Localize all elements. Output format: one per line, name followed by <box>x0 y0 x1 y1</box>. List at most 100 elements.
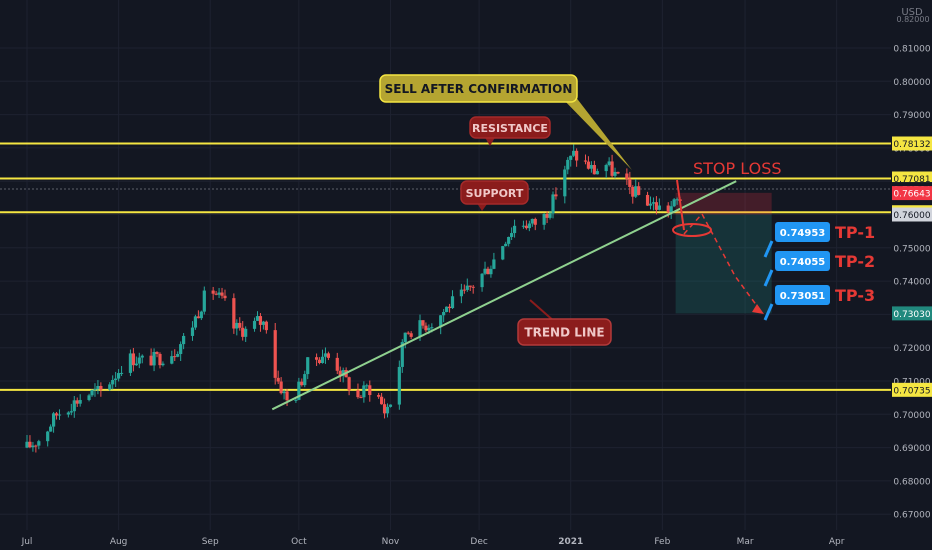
candle-body <box>51 413 56 427</box>
candle-body <box>66 412 70 415</box>
candle-body <box>276 377 280 382</box>
stop-loss-label: STOP LOSS <box>693 159 782 178</box>
candle-body <box>447 306 452 309</box>
target-value: 0.74953 <box>780 228 826 239</box>
candle-body <box>161 363 165 366</box>
horizontal-levels[interactable] <box>0 142 891 391</box>
candle-body <box>294 399 298 401</box>
sell-callout[interactable] <box>379 74 578 103</box>
sell-callout-pointer <box>560 96 632 170</box>
projected-path <box>683 212 761 311</box>
candle-body <box>214 293 218 295</box>
candle-body <box>179 344 183 354</box>
candle-body <box>90 390 94 396</box>
candle-body <box>489 268 493 275</box>
time-tick-label: Nov <box>382 537 400 547</box>
take-profit-zone[interactable] <box>675 214 772 314</box>
time-axis-bg <box>0 530 932 550</box>
price-tag[interactable] <box>892 306 932 321</box>
axis-tick-label: 0.80000 <box>893 78 930 88</box>
candle-body <box>385 406 390 414</box>
support-callout-text: SUPPORT <box>466 187 524 200</box>
candle-body <box>651 202 656 204</box>
candle-body <box>57 414 62 416</box>
candle-body <box>359 397 363 399</box>
candle-body <box>572 150 576 156</box>
candle-body <box>87 395 91 400</box>
price-axis[interactable]: USD0.820000.810000.800000.790000.780000.… <box>892 0 932 550</box>
target-label: TP-3 <box>835 286 875 305</box>
candle-body <box>134 363 138 366</box>
price-tag-text: 0.73030 <box>893 310 930 320</box>
candle-body <box>323 353 328 357</box>
trend-line-stroke[interactable] <box>271 180 737 411</box>
target-value-box[interactable] <box>775 285 830 305</box>
candle-body <box>563 169 567 197</box>
candle-body <box>382 404 387 414</box>
time-tick-label: Sep <box>202 537 219 547</box>
support-callout[interactable] <box>460 180 529 205</box>
candle-body <box>46 431 50 442</box>
candle-body <box>78 399 82 404</box>
candle-body <box>252 320 257 329</box>
candle-body <box>527 223 531 229</box>
candle-body <box>424 325 428 331</box>
candle-body <box>117 373 121 379</box>
candle-body <box>604 165 608 172</box>
axis-tick-label: 0.68000 <box>893 477 930 487</box>
candle-body <box>170 356 174 364</box>
axis-tick-label: 0.81000 <box>893 45 930 55</box>
price-tag[interactable] <box>892 207 932 222</box>
candle-body <box>202 290 206 312</box>
target-value: 0.74055 <box>780 257 826 268</box>
candle-body <box>297 381 301 400</box>
candle-body <box>492 259 496 269</box>
price-tag-text: 0.76000 <box>893 211 930 221</box>
candle-body <box>196 316 200 319</box>
candle-body <box>137 357 141 364</box>
trend-callout[interactable] <box>517 318 612 346</box>
target-value-box[interactable] <box>775 222 830 242</box>
candle-body <box>430 327 434 329</box>
candle-body <box>672 199 676 207</box>
candle-body <box>220 292 224 296</box>
time-tick-label: Dec <box>470 537 487 547</box>
time-axis[interactable]: Jul Aug Sep Oct Nov Dec 2021 Feb Mar Apr <box>0 530 932 550</box>
resistance-callout-text: RESISTANCE <box>472 122 548 135</box>
candle-body <box>285 391 289 401</box>
price-tag[interactable] <box>892 186 932 201</box>
level-price-tag[interactable] <box>892 171 932 186</box>
resistance-callout[interactable] <box>469 116 551 139</box>
candle-body <box>445 306 449 313</box>
candle-body <box>657 205 661 210</box>
currency-label: USD <box>901 7 923 18</box>
level-price-tag[interactable] <box>892 382 932 397</box>
axis-tick-label: 0.74000 <box>893 278 930 288</box>
candle-body <box>645 194 650 206</box>
candle-body <box>69 411 73 413</box>
candle-body <box>158 353 162 366</box>
candle-body <box>368 385 372 396</box>
time-tick-label: Mar <box>737 537 754 547</box>
candle-body <box>397 366 401 405</box>
candle-body <box>173 356 177 358</box>
candle-body <box>300 381 304 386</box>
candle-body <box>377 395 381 397</box>
candle-body <box>675 199 679 201</box>
candle-body <box>31 445 35 448</box>
price-axis-bg <box>892 0 932 550</box>
candle-body <box>193 316 198 328</box>
annotations[interactable]: SELL AFTER CONFIRMATION RESISTANCE SUPPORT… <box>379 74 875 346</box>
candle-body <box>450 296 455 309</box>
candle-body <box>524 225 528 229</box>
candle-body <box>326 353 331 358</box>
level-price-tag[interactable] <box>892 136 932 151</box>
candle-body <box>421 320 425 326</box>
candle-body <box>409 333 413 337</box>
candle-body <box>264 321 268 331</box>
candle-body <box>362 385 366 398</box>
candle-body <box>669 206 673 213</box>
target-value-box[interactable] <box>775 251 830 271</box>
trend-line[interactable] <box>271 180 737 411</box>
